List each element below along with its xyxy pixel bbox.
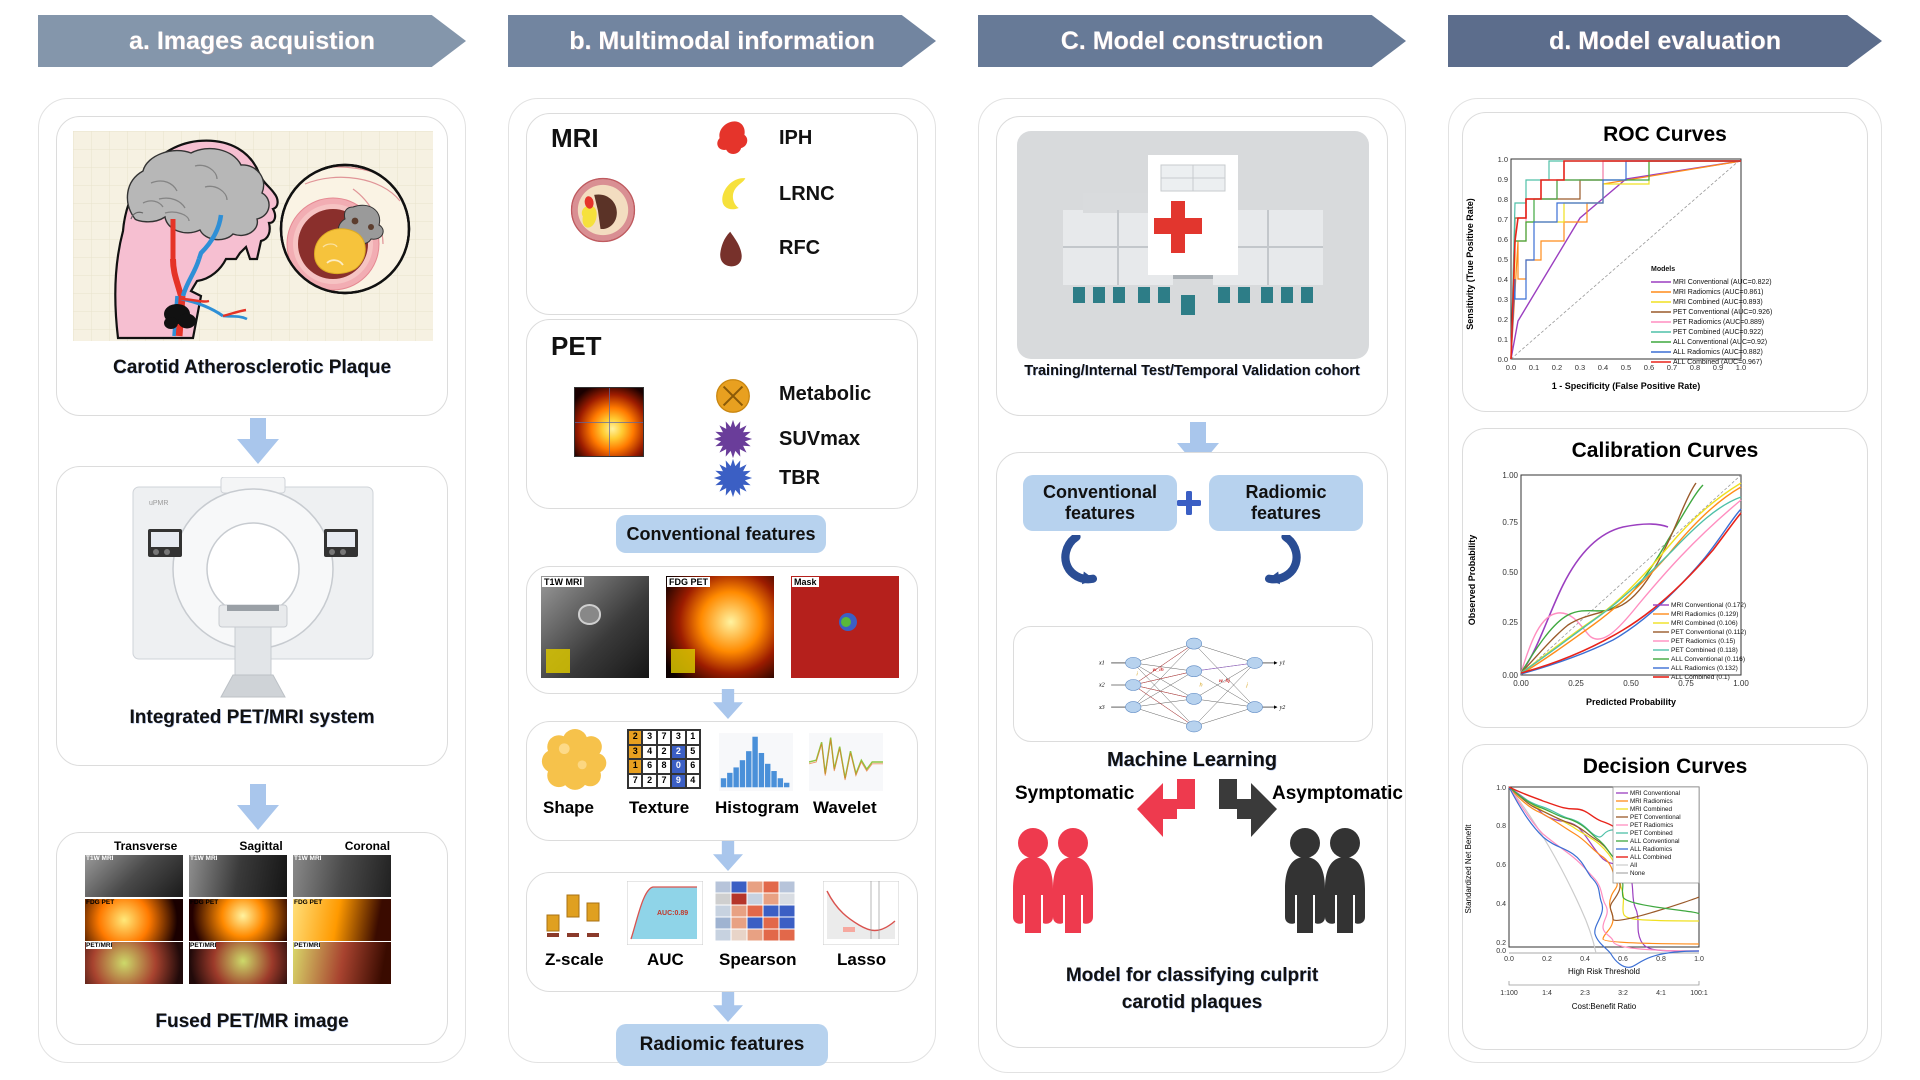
svg-text:PET Conventional (0.112): PET Conventional (0.112) (1671, 629, 1746, 636)
svg-text:0.50: 0.50 (1502, 568, 1518, 577)
svg-text:All: All (1630, 862, 1637, 869)
svg-text:ALL Conventional (0.116): ALL Conventional (0.116) (1671, 656, 1745, 663)
svg-text:None: None (1630, 870, 1646, 877)
svg-text:0.0: 0.0 (1496, 948, 1506, 955)
svg-text:0.6: 0.6 (1498, 235, 1508, 244)
svg-text:0.75: 0.75 (1502, 518, 1518, 527)
svg-text:0.1: 0.1 (1529, 363, 1539, 372)
svg-text:0.50: 0.50 (1623, 679, 1639, 688)
svg-text:w_ih: w_ih (1153, 667, 1164, 673)
svg-text:0.0: 0.0 (1506, 363, 1516, 372)
svg-text:0.00: 0.00 (1513, 679, 1529, 688)
svg-text:MRI Radiomics: MRI Radiomics (1630, 798, 1673, 805)
svg-text:y1: y1 (1279, 661, 1286, 667)
svg-text:uPMR: uPMR (149, 500, 168, 507)
svg-text:0.25: 0.25 (1568, 679, 1584, 688)
svg-text:0.2: 0.2 (1496, 940, 1506, 947)
svg-text:0.6: 0.6 (1644, 363, 1654, 372)
svg-text:0.3: 0.3 (1575, 363, 1585, 372)
svg-text:100:1: 100:1 (1690, 990, 1708, 997)
svg-text:0.9: 0.9 (1498, 175, 1508, 184)
svg-text:0.1: 0.1 (1498, 335, 1508, 344)
svg-text:j: j (1245, 683, 1248, 689)
svg-text:MRI Combined (AUC=0.893): MRI Combined (AUC=0.893) (1673, 299, 1763, 306)
svg-text:PET Radiomics (AUC=0.889): PET Radiomics (AUC=0.889) (1673, 319, 1764, 326)
svg-text:1 - Specificity (False Positiv: 1 - Specificity (False Positive Rate) (1552, 381, 1701, 391)
svg-text:x2: x2 (1098, 683, 1105, 689)
svg-text:MRI Radiomics (AUC=0.861): MRI Radiomics (AUC=0.861) (1673, 289, 1763, 296)
svg-text:ALL Combined (AUC=0.967): ALL Combined (AUC=0.967) (1673, 359, 1762, 366)
svg-text:0.5: 0.5 (1621, 363, 1631, 372)
svg-text:Predicted Probability: Predicted Probability (1586, 697, 1676, 707)
svg-text:0.8: 0.8 (1498, 195, 1508, 204)
svg-text:i: i (1137, 672, 1139, 678)
svg-text:3:2: 3:2 (1618, 990, 1628, 997)
svg-text:MRI Combined (0.106): MRI Combined (0.106) (1671, 620, 1738, 627)
svg-text:High Risk Threshold: High Risk Threshold (1568, 967, 1640, 976)
svg-text:0.7: 0.7 (1498, 215, 1508, 224)
svg-text:MRI Combined: MRI Combined (1630, 806, 1672, 813)
svg-text:0.4: 0.4 (1496, 901, 1506, 908)
svg-text:ALL Conventional (AUC=0.92): ALL Conventional (AUC=0.92) (1673, 339, 1767, 346)
svg-text:PET Combined (AUC=0.922): PET Combined (AUC=0.922) (1673, 329, 1763, 336)
svg-text:1.00: 1.00 (1502, 471, 1518, 480)
svg-text:0.6: 0.6 (1618, 956, 1628, 963)
svg-text:0.0: 0.0 (1504, 956, 1514, 963)
svg-text:MRI Conventional (0.172): MRI Conventional (0.172) (1671, 602, 1746, 609)
svg-text:MRI Conventional: MRI Conventional (1630, 790, 1680, 797)
svg-text:0.2: 0.2 (1542, 956, 1552, 963)
svg-text:ALL Combined (0.1): ALL Combined (0.1) (1671, 674, 1730, 681)
svg-text:x1: x1 (1098, 661, 1105, 667)
svg-text:0.3: 0.3 (1498, 295, 1508, 304)
svg-text:1.0: 1.0 (1498, 155, 1508, 164)
svg-text:PET Radiomics (0.15): PET Radiomics (0.15) (1671, 638, 1735, 645)
svg-text:PET Combined: PET Combined (1630, 830, 1673, 837)
svg-text:x3: x3 (1098, 705, 1105, 711)
svg-text:ALL Radiomics (AUC=0.882): ALL Radiomics (AUC=0.882) (1673, 349, 1763, 356)
svg-text:PET Conventional: PET Conventional (1630, 814, 1681, 821)
svg-text:2:3: 2:3 (1580, 990, 1590, 997)
svg-text:0.6: 0.6 (1496, 862, 1506, 869)
svg-text:ALL Radiomics (0.132): ALL Radiomics (0.132) (1671, 665, 1738, 672)
svg-text:1:100: 1:100 (1500, 990, 1518, 997)
svg-text:Cost:Benefit Ratio: Cost:Benefit Ratio (1572, 1002, 1637, 1011)
svg-text:ALL Radiomics: ALL Radiomics (1630, 846, 1672, 853)
svg-text:0.8: 0.8 (1656, 956, 1666, 963)
svg-text:Observed Probability: Observed Probability (1467, 535, 1477, 626)
svg-text:PET Conventional (AUC=0.926): PET Conventional (AUC=0.926) (1673, 309, 1772, 316)
svg-text:ALL Conventional: ALL Conventional (1630, 838, 1679, 845)
svg-text:0.2: 0.2 (1552, 363, 1562, 372)
svg-text:0.2: 0.2 (1498, 315, 1508, 324)
svg-text:0.25: 0.25 (1502, 618, 1518, 627)
svg-text:MRI Radiomics (0.129): MRI Radiomics (0.129) (1671, 611, 1738, 618)
svg-text:w_hj: w_hj (1219, 678, 1231, 684)
svg-text:Models: Models (1651, 266, 1675, 273)
svg-text:0.8: 0.8 (1496, 823, 1506, 830)
svg-text:Standardized Net Benefit: Standardized Net Benefit (1464, 824, 1473, 914)
svg-text:0.5: 0.5 (1498, 255, 1508, 264)
svg-text:PET Radiomics: PET Radiomics (1630, 822, 1673, 829)
svg-text:MRI Conventional (AUC=0.822): MRI Conventional (AUC=0.822) (1673, 279, 1772, 286)
svg-text:AUC:0.89: AUC:0.89 (657, 910, 688, 917)
svg-text:Sensitivity (True Positive Rat: Sensitivity (True Positive Rate) (1465, 198, 1475, 330)
svg-text:h: h (1200, 683, 1203, 689)
svg-text:1:4: 1:4 (1542, 990, 1552, 997)
svg-text:4:1: 4:1 (1656, 990, 1666, 997)
svg-text:1.0: 1.0 (1694, 956, 1704, 963)
svg-text:1.0: 1.0 (1496, 785, 1506, 792)
svg-text:ALL Combined: ALL Combined (1630, 854, 1672, 861)
svg-text:0.4: 0.4 (1580, 956, 1590, 963)
svg-text:1.00: 1.00 (1733, 679, 1749, 688)
svg-text:PET Combined (0.118): PET Combined (0.118) (1671, 647, 1738, 654)
svg-text:y2: y2 (1279, 705, 1286, 711)
svg-text:0.4: 0.4 (1598, 363, 1608, 372)
svg-text:0.4: 0.4 (1498, 275, 1508, 284)
